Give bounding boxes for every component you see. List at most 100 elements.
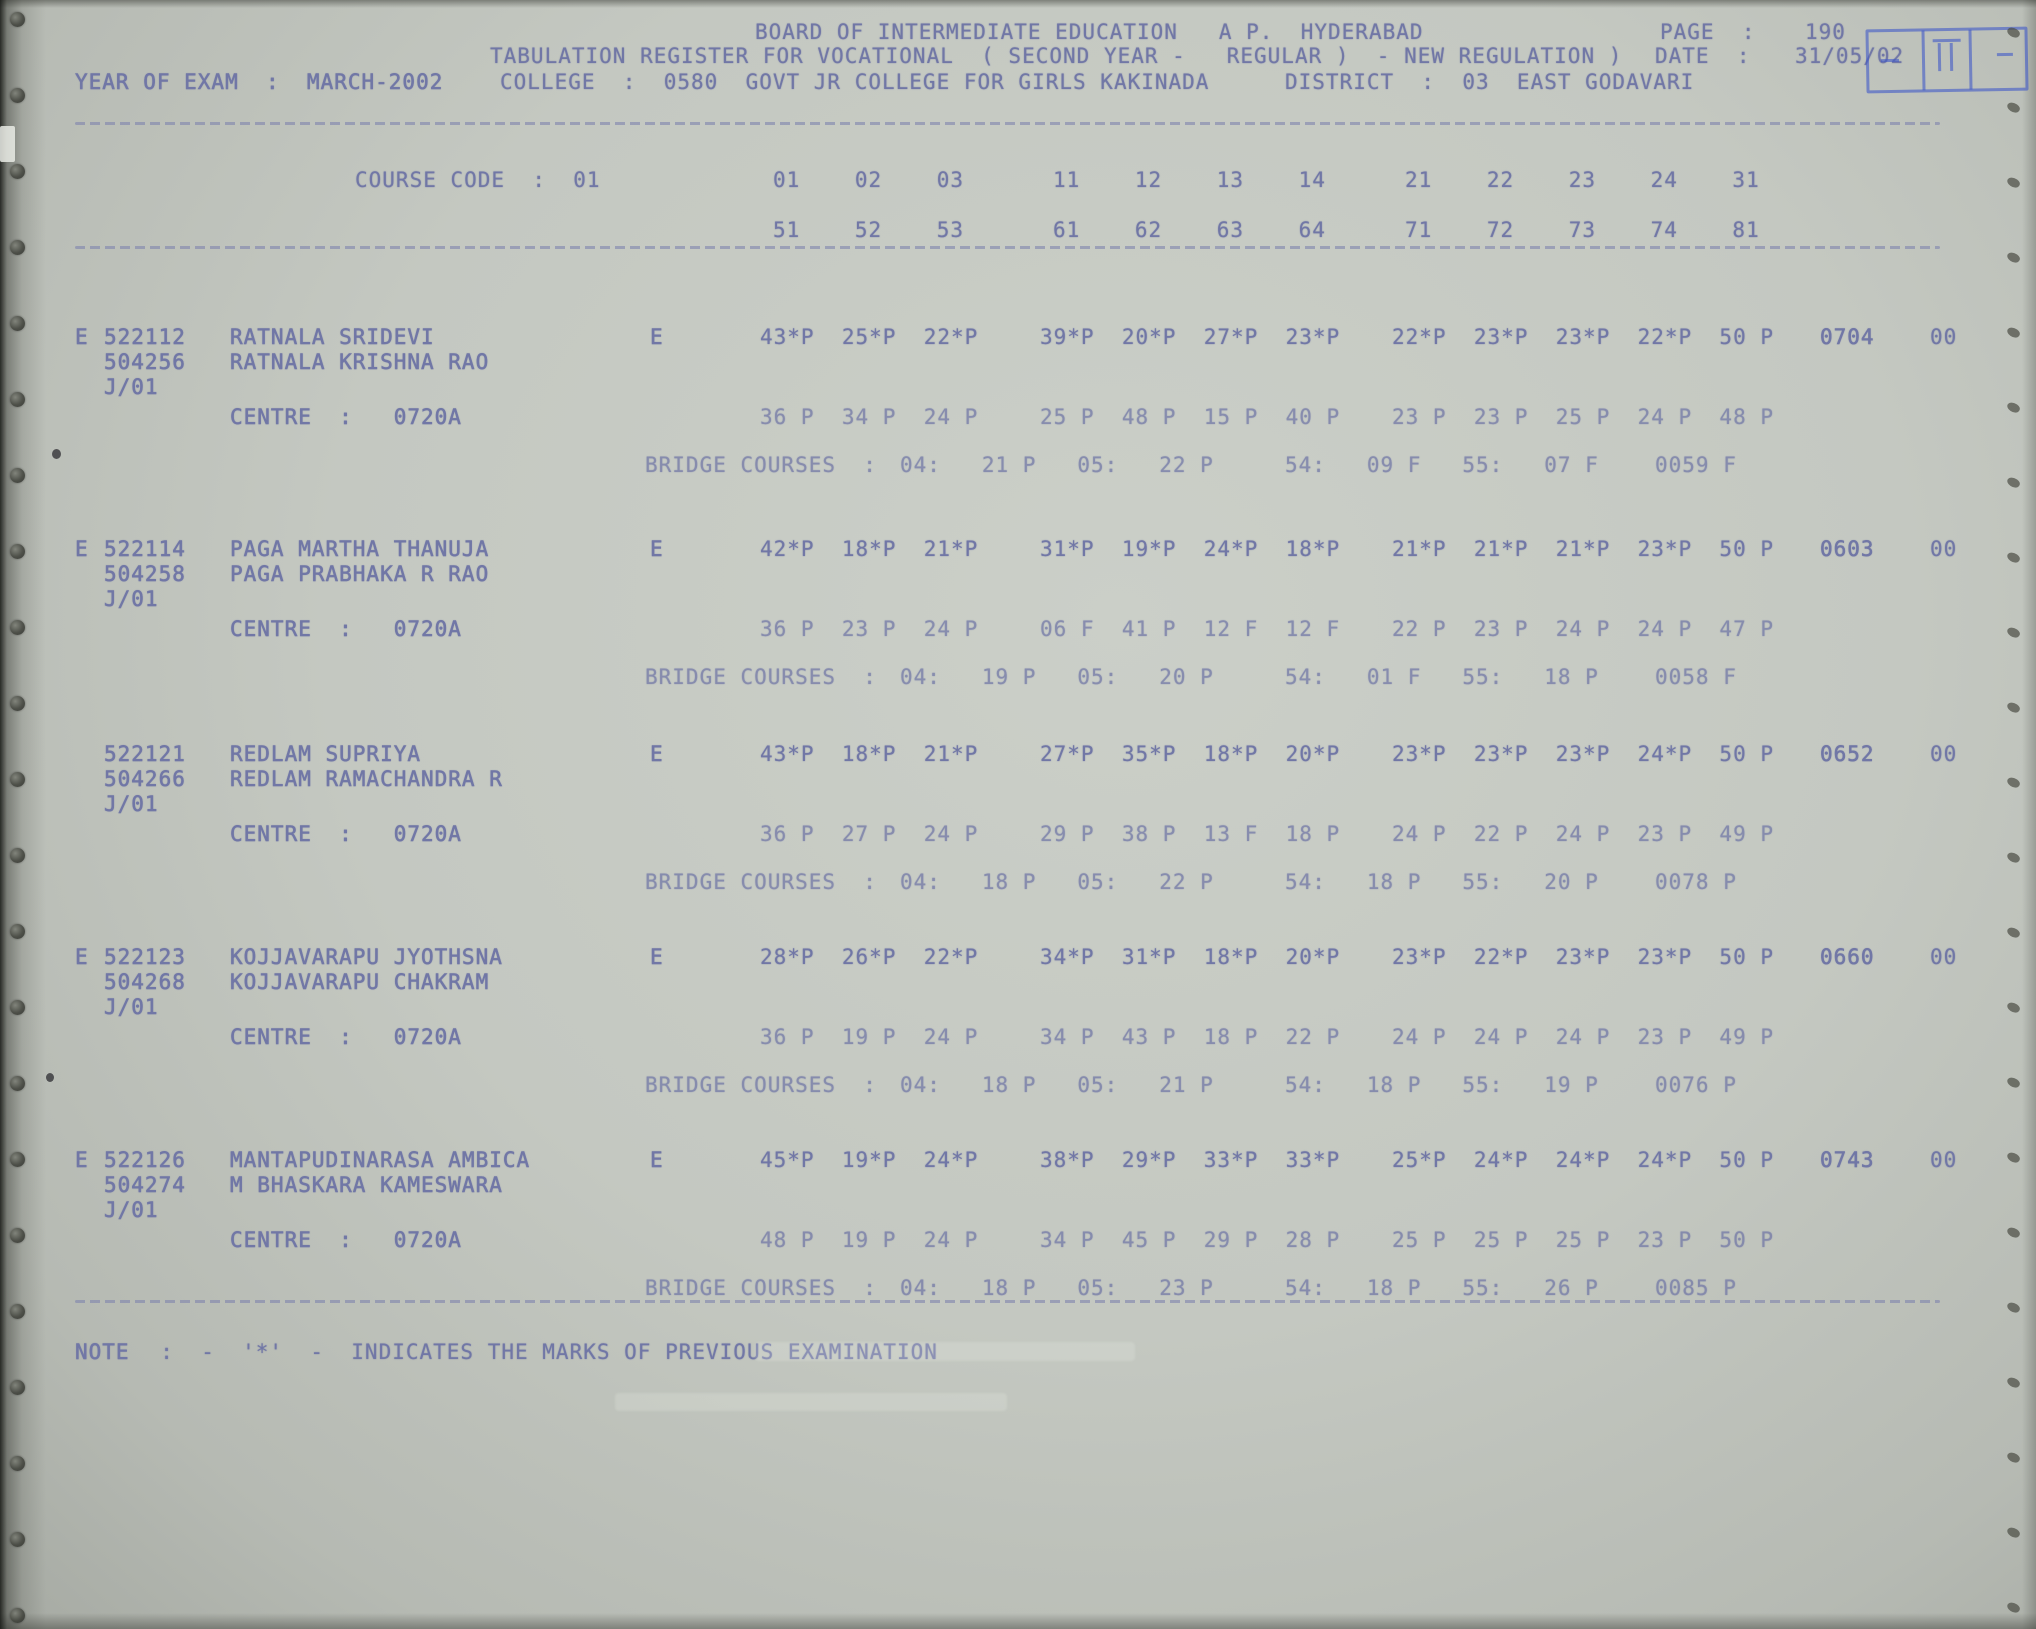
secondary-number: 504256 [104, 350, 186, 374]
student-name: REDLAM SUPRIYA [230, 742, 422, 766]
marks-row1-group1: 28*P 26*P 22*P [760, 945, 979, 969]
stamp-mark [1937, 43, 1941, 72]
marks-row2-group1: 36 P 34 P 24 P [760, 405, 979, 429]
subject-codes-row2-g1: 51 52 53 [773, 218, 965, 242]
marks-row2-group2: 29 P 38 P 13 F 18 P [1040, 822, 1341, 846]
stamp-divider [1921, 30, 1926, 91]
pen-dot [52, 449, 61, 459]
punch-hole [10, 1076, 25, 1091]
marks-row2-group1: 36 P 23 P 24 P [760, 617, 979, 641]
exam-flag: E [75, 325, 89, 349]
punch-hole [10, 468, 25, 483]
register-title: TABULATION REGISTER FOR VOCATIONAL ( SEC… [490, 44, 1623, 68]
edge-sticker [0, 126, 15, 162]
bridge-marks-1: 04: 18 P 05: 22 P [900, 870, 1214, 894]
student-name: PAGA MARTHA THANUJA [230, 537, 490, 561]
bridge-marks-2: 54: 01 F 55: 18 P [1285, 665, 1599, 689]
marks-row2-group3: 23 P 23 P 25 P 24 P 48 P [1392, 405, 1775, 429]
marks-row1-group2: 34*P 31*P 18*P 20*P [1040, 945, 1341, 969]
punch-hole [10, 544, 25, 559]
punch-hole [10, 392, 25, 407]
student-record: E 522114 PAGA MARTHA THANUJA E 42*P 18*P… [0, 537, 2036, 697]
total-marks: 0743 [1820, 1148, 1875, 1172]
student-record: E 522126 MANTAPUDINARASA AMBICA E 45*P 1… [0, 1148, 2036, 1308]
board-title: BOARD OF INTERMEDIATE EDUCATION A P. HYD… [755, 20, 1424, 44]
guardian-name: KOJJAVARAPU CHAKRAM [230, 970, 490, 994]
batch-code: J/01 [104, 375, 159, 399]
registration-number: 522114 [104, 537, 186, 561]
stamp-mark [1949, 42, 1954, 71]
date-label: DATE : [1655, 44, 1751, 68]
punch-hole [10, 1532, 25, 1547]
punch-hole [10, 12, 25, 27]
marks-row1-group1: 42*P 18*P 21*P [760, 537, 979, 561]
page-number: 190 [1805, 20, 1846, 44]
exam-flag: E [75, 945, 89, 969]
marks-row1-group3: 21*P 21*P 21*P 23*P 50 P [1392, 537, 1775, 561]
bridge-marks-1: 04: 21 P 05: 22 P [900, 453, 1214, 477]
total-marks: 0660 [1820, 945, 1875, 969]
marks-row2-group2: 34 P 43 P 18 P 22 P [1040, 1025, 1341, 1049]
guardian-name: M BHASKARA KAMESWARA [230, 1173, 503, 1197]
marks-row2-group1: 36 P 19 P 24 P [760, 1025, 979, 1049]
marks-row1-group1: 43*P 18*P 21*P [760, 742, 979, 766]
right-edge-hole-mark [2005, 925, 2022, 940]
registration-number: 522126 [104, 1148, 186, 1172]
marks-row2-group1: 48 P 19 P 24 P [760, 1228, 979, 1252]
marks-row2-group2: 25 P 48 P 15 P 40 P [1040, 405, 1341, 429]
bridge-marks-2: 54: 18 P 55: 26 P [1285, 1276, 1599, 1300]
guardian-name: REDLAM RAMACHANDRA R [230, 767, 503, 791]
subject-codes-row1-g3: 21 22 23 24 31 [1405, 168, 1760, 192]
punch-hole [10, 924, 25, 939]
course-code-label: COURSE CODE : 01 [355, 168, 601, 192]
student-name: RATNALA SRIDEVI [230, 325, 435, 349]
bridge-marks-1: 04: 18 P 05: 23 P [900, 1276, 1214, 1300]
punch-hole [10, 164, 25, 179]
punch-hole [10, 620, 25, 635]
centre-line: CENTRE : 0720A [230, 1025, 462, 1049]
medium-code: E [650, 945, 664, 969]
marks-row2-group3: 22 P 23 P 24 P 24 P 47 P [1392, 617, 1775, 641]
bridge-total: 0058 F [1655, 665, 1737, 689]
spare-column: 00 [1930, 742, 1958, 766]
right-edge-hole-mark [2005, 700, 2022, 715]
punch-hole [10, 1000, 25, 1015]
bridge-marks-1: 04: 18 P 05: 21 P [900, 1073, 1214, 1097]
punch-hole [10, 1608, 25, 1623]
district-line: DISTRICT : 03 EAST GODAVARI [1285, 70, 1695, 94]
spare-column: 00 [1930, 325, 1958, 349]
punch-hole [10, 1304, 25, 1319]
bridge-total: 0059 F [1655, 453, 1737, 477]
registration-number: 522123 [104, 945, 186, 969]
spare-column: 00 [1930, 1148, 1958, 1172]
total-marks: 0704 [1820, 325, 1875, 349]
centre-line: CENTRE : 0720A [230, 405, 462, 429]
right-edge-hole-mark [2005, 1450, 2022, 1465]
dashed-separator-bottom [75, 1300, 1940, 1303]
marks-row1-group2: 38*P 29*P 33*P 33*P [1040, 1148, 1341, 1172]
batch-code: J/01 [104, 587, 159, 611]
stamp-mark [1996, 53, 2013, 57]
ink-stamp [1865, 26, 2029, 94]
centre-line: CENTRE : 0720A [230, 822, 462, 846]
bridge-courses-label: BRIDGE COURSES : [645, 1276, 877, 1300]
scan-smudge [755, 1342, 1135, 1361]
bridge-total: 0085 P [1655, 1276, 1737, 1300]
left-paper-edge [0, 0, 46, 1629]
marks-row2-group1: 36 P 27 P 24 P [760, 822, 979, 846]
bridge-marks-2: 54: 18 P 55: 19 P [1285, 1073, 1599, 1097]
student-record: 522121 REDLAM SUPRIYA E 43*P 18*P 21*P 2… [0, 742, 2036, 902]
right-edge-hole-mark [2005, 250, 2022, 265]
scan-smudge [615, 1393, 1007, 1411]
total-marks: 0652 [1820, 742, 1875, 766]
marks-row1-group2: 39*P 20*P 27*P 23*P [1040, 325, 1341, 349]
centre-line: CENTRE : 0720A [230, 617, 462, 641]
marks-row2-group3: 24 P 22 P 24 P 23 P 49 P [1392, 822, 1775, 846]
batch-code: J/01 [104, 792, 159, 816]
bridge-total: 0076 P [1655, 1073, 1737, 1097]
student-record: E 522123 KOJJAVARAPU JYOTHSNA E 28*P 26*… [0, 945, 2036, 1105]
pen-dot [46, 1073, 54, 1082]
bridge-marks-2: 54: 18 P 55: 20 P [1285, 870, 1599, 894]
